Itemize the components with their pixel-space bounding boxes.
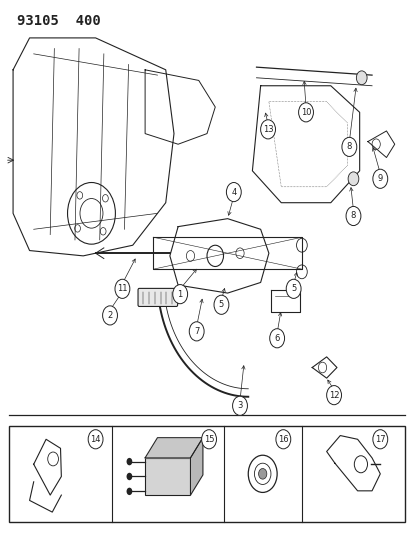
Text: 10: 10 — [300, 108, 311, 117]
Circle shape — [341, 138, 356, 157]
Circle shape — [372, 430, 387, 449]
Text: 16: 16 — [278, 435, 288, 444]
Text: 3: 3 — [237, 401, 242, 410]
Circle shape — [189, 322, 204, 341]
Circle shape — [214, 295, 228, 314]
Circle shape — [269, 329, 284, 348]
Text: 6: 6 — [274, 334, 279, 343]
Circle shape — [232, 396, 247, 415]
Text: 12: 12 — [328, 391, 339, 400]
Circle shape — [126, 488, 132, 495]
Text: 15: 15 — [203, 435, 214, 444]
Text: 2: 2 — [107, 311, 112, 320]
Circle shape — [226, 182, 241, 201]
Text: 7: 7 — [194, 327, 199, 336]
Text: 5: 5 — [290, 284, 296, 293]
Text: 93105  400: 93105 400 — [17, 14, 101, 28]
Circle shape — [298, 103, 313, 122]
Bar — [145, 458, 190, 495]
Circle shape — [372, 169, 387, 188]
Polygon shape — [145, 438, 202, 458]
Text: 1: 1 — [177, 289, 183, 298]
Circle shape — [285, 279, 300, 298]
Text: 14: 14 — [90, 435, 101, 444]
Circle shape — [126, 458, 132, 465]
Circle shape — [258, 469, 266, 479]
Circle shape — [347, 172, 358, 185]
Circle shape — [356, 71, 366, 85]
Circle shape — [115, 279, 130, 298]
Circle shape — [345, 206, 360, 225]
Polygon shape — [190, 438, 202, 495]
Circle shape — [326, 385, 341, 405]
Text: 17: 17 — [374, 435, 385, 444]
Circle shape — [102, 306, 117, 325]
Circle shape — [260, 120, 275, 139]
Circle shape — [201, 430, 216, 449]
Text: 8: 8 — [346, 142, 351, 151]
Bar — [9, 426, 404, 522]
Text: 8: 8 — [350, 212, 355, 221]
Circle shape — [275, 430, 290, 449]
Circle shape — [172, 285, 187, 304]
Text: 9: 9 — [377, 174, 382, 183]
Text: 4: 4 — [230, 188, 236, 197]
Circle shape — [126, 473, 132, 480]
Circle shape — [88, 430, 103, 449]
Text: 5: 5 — [218, 300, 223, 309]
FancyBboxPatch shape — [138, 288, 177, 306]
Text: 13: 13 — [262, 125, 273, 134]
Text: 11: 11 — [117, 284, 127, 293]
